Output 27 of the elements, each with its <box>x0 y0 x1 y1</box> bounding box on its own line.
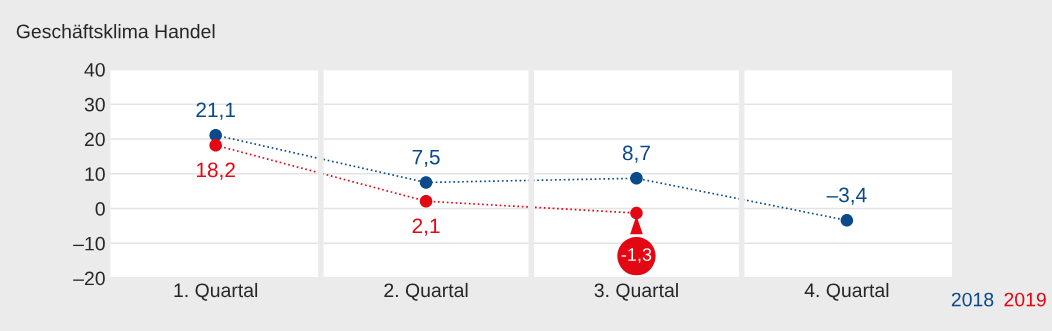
x-tick-label: 3. Quartal <box>594 282 678 301</box>
text: 2019 <box>1004 292 1046 307</box>
y-tick-label: –10 <box>73 236 105 251</box>
text: 2018 <box>951 292 994 307</box>
x-tick-label: 2. Quartal <box>384 282 468 301</box>
point <box>419 194 433 208</box>
y-tick-label: 40 <box>84 62 105 77</box>
data-label: –3,4 <box>826 187 867 205</box>
data-label: -1,3 <box>621 248 652 264</box>
data-label: 21,1 <box>196 102 235 120</box>
data-label: 18,2 <box>196 162 235 180</box>
data-label: 2,1 <box>412 218 440 236</box>
x-tick-label: 1. Quartal <box>174 282 258 301</box>
point <box>630 206 643 220</box>
point <box>209 139 222 152</box>
point <box>419 176 433 189</box>
point <box>630 172 643 185</box>
y-tick-label: 20 <box>84 132 105 147</box>
point <box>840 214 854 227</box>
y-tick-label: 30 <box>84 97 105 112</box>
chart-title: Geschäftsklima Handel <box>16 24 215 39</box>
y-tick-label: 10 <box>85 167 105 182</box>
data-label: 8,7 <box>622 145 650 163</box>
x-tick-label: 4. Quartal <box>804 282 889 301</box>
data-label: 7,5 <box>412 149 440 167</box>
y-tick-label: –20 <box>73 271 105 286</box>
y-tick-label: 0 <box>95 202 105 216</box>
